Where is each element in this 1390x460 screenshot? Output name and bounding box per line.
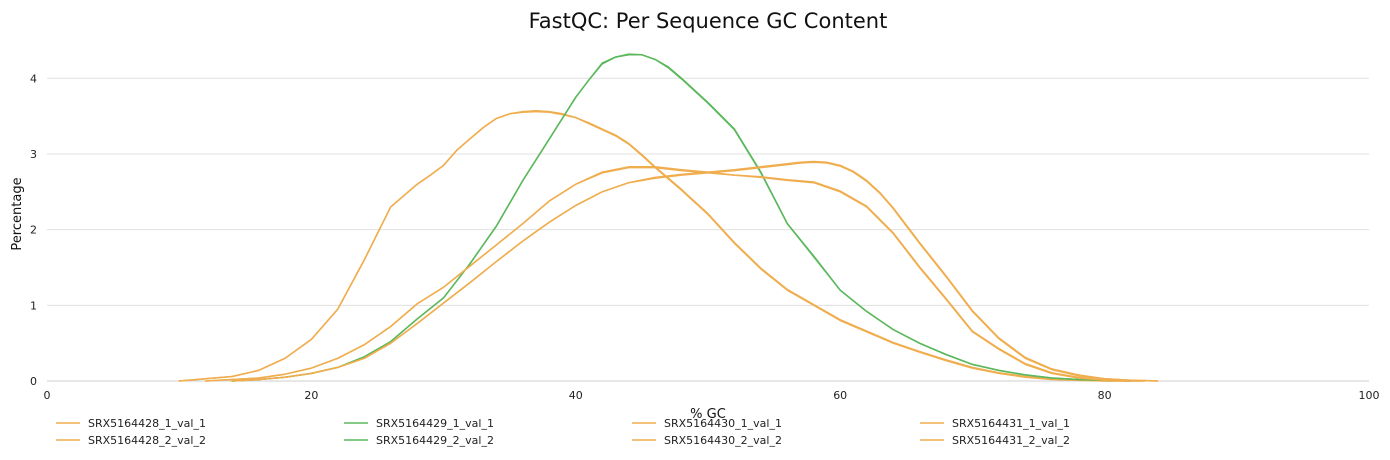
y-tick-label: 4 [30,72,37,85]
legend-label: SRX5164428_1_val_1 [88,417,206,430]
series-line-3[interactable] [231,53,1132,382]
legend-item[interactable]: SRX5164428_1_val_1 [56,417,206,430]
x-tick-label: 60 [833,389,847,402]
legend-label: SRX5164430_1_val_1 [664,417,782,430]
series-line-6[interactable] [204,166,1132,382]
y-axis-ticks: 0 1 2 3 4 [30,72,37,388]
legend-label: SRX5164429_2_val_2 [376,434,494,447]
x-tick-label: 100 [1359,389,1380,402]
series-line-4[interactable] [231,54,1132,382]
y-tick-label: 3 [30,148,37,161]
legend-item[interactable]: SRX5164429_1_val_1 [344,417,494,430]
y-tick-label: 2 [30,224,37,237]
legend-item[interactable]: SRX5164431_1_val_1 [920,417,1070,430]
x-tick-label: 0 [44,389,51,402]
x-tick-label: 40 [569,389,583,402]
legend-item[interactable]: SRX5164431_2_val_2 [920,434,1070,447]
legend-item[interactable]: SRX5164430_1_val_1 [632,417,782,430]
series-line-5[interactable] [204,166,1132,382]
legend[interactable]: SRX5164428_1_val_1 SRX5164428_2_val_2 SRX5… [56,417,1070,447]
legend-label: SRX5164431_1_val_1 [952,417,1070,430]
chart-title: FastQC: Per Sequence GC Content [529,9,888,33]
series-line-1[interactable] [178,110,1146,382]
y-tick-label: 1 [30,299,37,312]
series-lines [178,53,1159,382]
legend-item[interactable]: SRX5164429_2_val_2 [344,434,494,447]
grid-lines [47,77,1369,382]
x-axis-label: % GC [690,407,726,422]
y-tick-label: 0 [30,375,37,388]
legend-item[interactable]: SRX5164430_2_val_2 [632,434,782,447]
y-axis-label: Percentage [10,177,25,250]
x-tick-label: 20 [304,389,318,402]
legend-item[interactable]: SRX5164428_2_val_2 [56,434,206,447]
legend-label: SRX5164430_2_val_2 [664,434,782,447]
legend-label: SRX5164431_2_val_2 [952,434,1070,447]
legend-label: SRX5164428_2_val_2 [88,434,206,447]
x-axis-ticks: 0 20 40 60 80 100 [44,389,1380,402]
series-line-7[interactable] [231,161,1159,382]
x-tick-label: 80 [1098,389,1112,402]
series-line-8[interactable] [231,160,1159,382]
series-line-2[interactable] [178,110,1146,382]
legend-label: SRX5164429_1_val_1 [376,417,494,430]
